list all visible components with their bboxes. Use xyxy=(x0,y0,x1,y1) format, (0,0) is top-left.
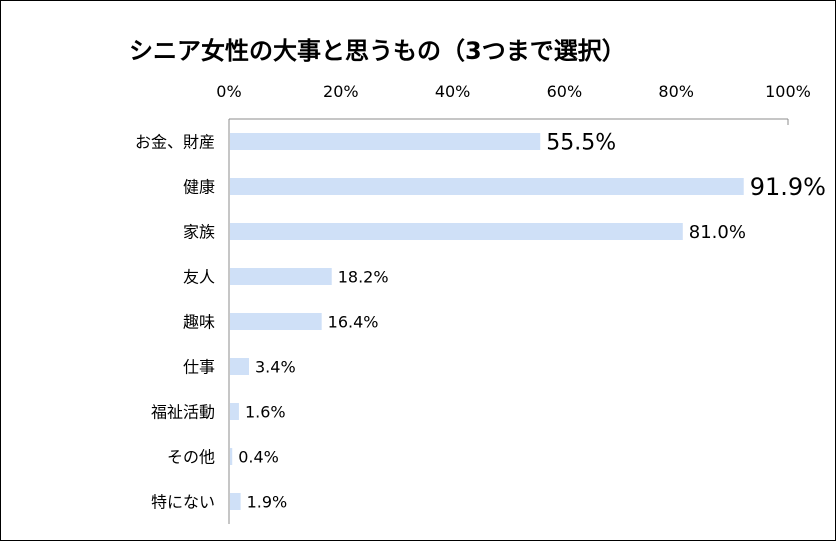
bar xyxy=(230,313,322,330)
x-tick-label: 20% xyxy=(323,82,359,101)
value-label: 3.4% xyxy=(255,357,296,376)
bar xyxy=(230,223,683,240)
value-label: 1.9% xyxy=(247,492,288,511)
x-tick-label: 60% xyxy=(547,82,583,101)
bar xyxy=(230,448,233,465)
value-labels: 55.5% 91.9%81.0% 18.2% 16.4% 3.4% 1.6% 0.4% 1.9… xyxy=(238,130,826,511)
x-tick-label: 0% xyxy=(216,82,241,101)
value-label: 16.4% xyxy=(328,312,379,331)
value-label: 18.2% xyxy=(338,267,389,286)
x-axis-ticks: 0% 20% 40% 60% 80% 100% xyxy=(216,82,811,101)
value-label: 55.5% xyxy=(546,130,616,155)
chart-title: シニア女性の大事と思うもの（3つまで選択） xyxy=(129,37,626,65)
value-label: 91.9% xyxy=(750,173,826,201)
category-label: お金、財産 xyxy=(135,133,215,152)
bar xyxy=(230,268,332,285)
bar xyxy=(230,133,541,150)
value-label: 81.0% xyxy=(689,222,746,243)
bar xyxy=(230,403,239,420)
category-label: 家族 xyxy=(183,223,215,242)
x-tick-label: 100% xyxy=(765,82,811,101)
x-tick-label: 80% xyxy=(658,82,694,101)
category-label: 健康 xyxy=(183,178,215,197)
category-label: 友人 xyxy=(183,268,215,287)
category-label: 仕事 xyxy=(183,358,215,377)
bar xyxy=(230,358,250,375)
value-label: 0.4% xyxy=(238,447,279,466)
x-tick-label: 40% xyxy=(435,82,471,101)
bar xyxy=(230,493,241,510)
value-label: 1.6% xyxy=(245,402,286,421)
category-label: 特にない xyxy=(151,493,215,512)
bar xyxy=(230,178,744,195)
axes xyxy=(228,118,789,524)
category-label: 福祉活動 xyxy=(151,403,215,422)
category-label: 趣味 xyxy=(183,313,215,332)
bars xyxy=(230,133,744,510)
category-label: その他 xyxy=(167,448,215,467)
